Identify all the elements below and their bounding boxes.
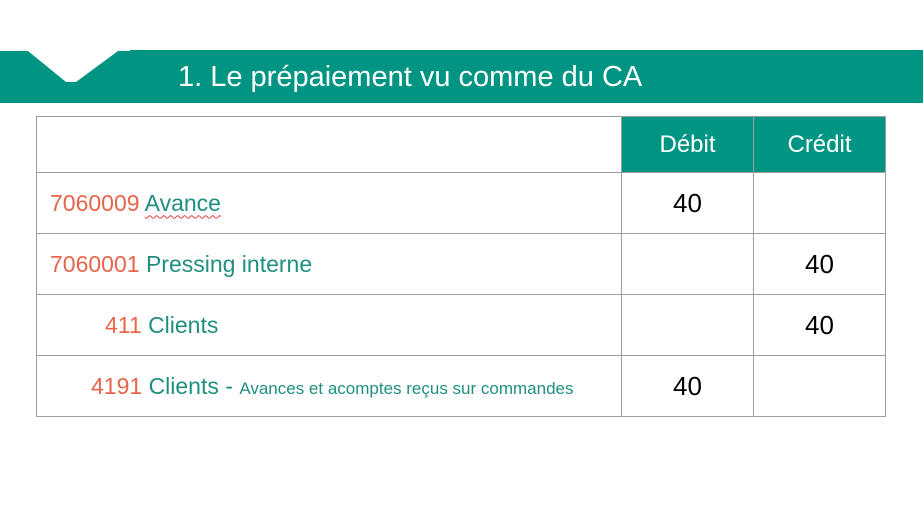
account-detail: Avances et acomptes reçus sur commandes xyxy=(239,378,574,398)
credit-cell xyxy=(753,172,886,234)
account-code: 7060001 xyxy=(50,250,140,277)
banner-chevron-notch xyxy=(0,50,130,82)
account-cell: 4191 Clients - Avances et acomptes reçus… xyxy=(36,355,622,417)
account-name: Avance xyxy=(144,189,221,216)
debit-cell xyxy=(621,233,754,295)
debit-cell: 40 xyxy=(621,172,754,234)
header-blank-cell xyxy=(36,116,622,173)
title-banner xyxy=(0,50,923,103)
account-cell: 411 Clients xyxy=(36,294,622,356)
table-row: 411 Clients 40 xyxy=(36,294,886,356)
table-row: 7060001 Pressing interne 40 xyxy=(36,233,886,295)
credit-cell xyxy=(753,355,886,417)
table-header-row: Débit Crédit xyxy=(36,116,886,173)
credit-header: Crédit xyxy=(753,116,886,173)
table-row: 7060009 Avance 40 xyxy=(36,172,886,234)
account-name: Pressing interne xyxy=(145,250,313,277)
account-code: 411 xyxy=(105,311,142,338)
debit-cell: 40 xyxy=(621,355,754,417)
account-cell: 7060001 Pressing interne xyxy=(36,233,622,295)
journal-entry-table: Débit Crédit 7060009 Avance 40 7060001 P… xyxy=(36,116,886,417)
debit-cell xyxy=(621,294,754,356)
credit-cell: 40 xyxy=(753,233,886,295)
account-cell: 7060009 Avance xyxy=(36,172,622,234)
account-name: Clients xyxy=(148,311,219,338)
debit-header: Débit xyxy=(621,116,754,173)
slide-title: 1. Le prépaiement vu comme du CA xyxy=(178,61,643,93)
account-code: 7060009 xyxy=(50,189,140,216)
account-code: 4191 xyxy=(91,372,143,399)
table-row: 4191 Clients - Avances et acomptes reçus… xyxy=(36,355,886,417)
credit-cell: 40 xyxy=(753,294,886,356)
account-name: Clients - xyxy=(148,372,240,399)
